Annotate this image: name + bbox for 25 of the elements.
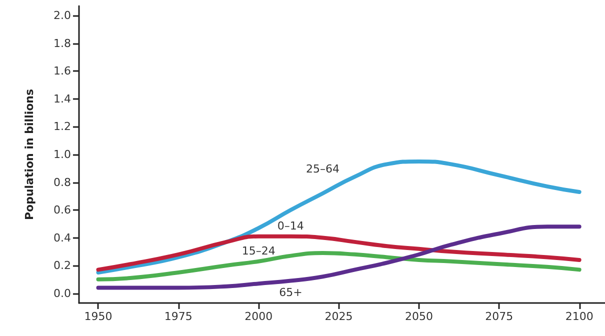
y-tick-label: 2.0	[54, 9, 71, 22]
y-tick-label: 1.8	[54, 36, 71, 50]
x-tick-label: 1975	[164, 310, 192, 323]
x-tick-label: 2000	[244, 310, 273, 323]
series-label: 65+	[279, 286, 302, 299]
x-tick-label: 2100	[565, 310, 594, 323]
x-tick-label: 2025	[324, 310, 353, 323]
y-tick-label: 1.0	[54, 148, 71, 161]
y-tick-label: 0.6	[54, 204, 71, 217]
series-label: 15–24	[242, 244, 276, 258]
y-tick-label: 0.8	[54, 176, 71, 189]
y-tick-label: 1.6	[54, 64, 71, 78]
line-series	[96, 159, 582, 274]
x-tick-label: 2075	[485, 310, 514, 323]
x-tick-label: 2050	[404, 310, 433, 323]
y-tick-label: 0.4	[54, 231, 71, 244]
y-tick-label: 0.0	[54, 286, 71, 300]
y-axis-title: Population in billions	[23, 88, 36, 220]
x-tick-label: 1950	[84, 310, 112, 323]
y-tick-label: 0.2	[54, 259, 71, 272]
line-series	[96, 234, 582, 272]
series-label: 0–14	[277, 219, 304, 232]
series-label: 25–64	[306, 162, 340, 176]
y-tick-label: 1.4	[54, 92, 71, 106]
y-tick-label: 1.2	[54, 120, 71, 134]
